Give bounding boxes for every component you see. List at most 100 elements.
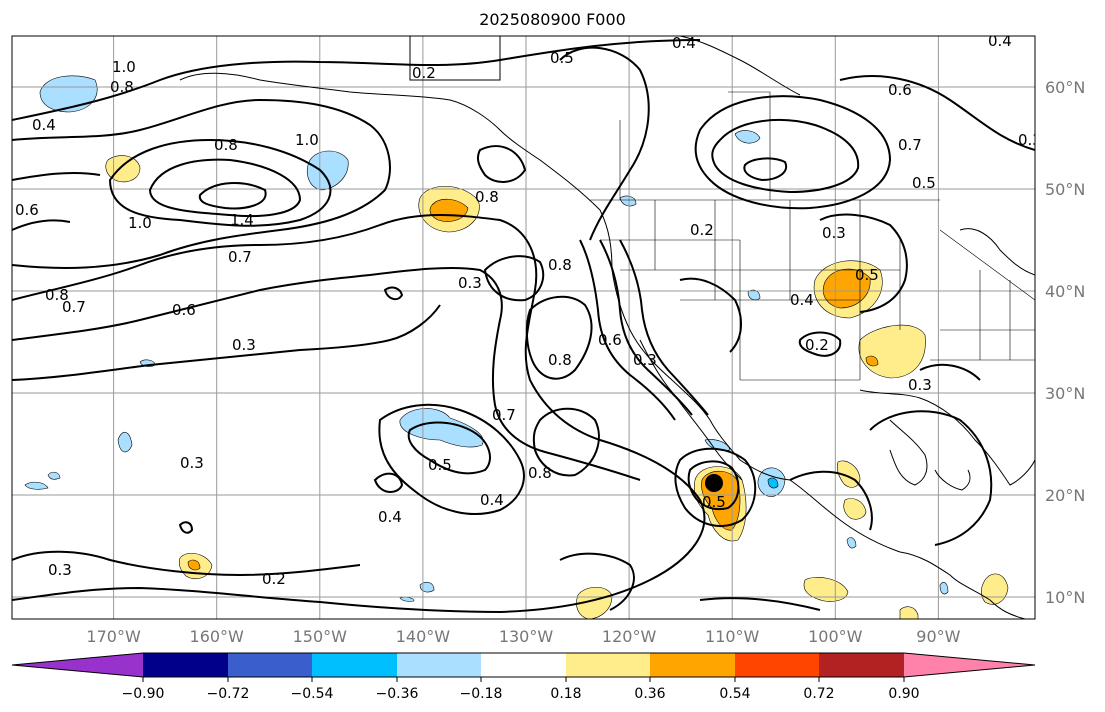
lon-label: 90°W xyxy=(916,627,960,646)
colorbar-tick-label: 0.36 xyxy=(634,686,665,702)
contour-label: 0.3 xyxy=(822,224,846,242)
storm-center-marker xyxy=(705,474,723,492)
contour-label: 0.3 xyxy=(458,274,482,292)
shade-blue xyxy=(734,130,761,144)
contour-label: 1.4 xyxy=(230,211,254,229)
colorbar-segment xyxy=(12,653,143,677)
contour-label: 0.4 xyxy=(672,34,696,52)
colorbar-segment xyxy=(143,653,228,677)
colorbar-segment xyxy=(566,653,650,677)
contour-label: 0.4 xyxy=(480,491,504,509)
colorbar-segment xyxy=(819,653,904,677)
lon-label: 110°W xyxy=(705,627,760,646)
contour-label: 0.6 xyxy=(598,331,622,349)
contour-label: 0.5 xyxy=(855,266,879,284)
colorbar-tick-label: −0.90 xyxy=(122,686,165,702)
lon-label: 130°W xyxy=(499,627,554,646)
contour-label: 0.4 xyxy=(790,291,814,309)
contour-label: 0.4 xyxy=(32,116,56,134)
shade-orange xyxy=(865,355,879,367)
contour-label: 0.6 xyxy=(888,81,912,99)
colorbar-segment xyxy=(650,653,735,677)
contours xyxy=(12,39,1035,614)
colorbar: −0.90 −0.72 −0.54 −0.36 −0.18 0.18 0.36 … xyxy=(11,652,1036,702)
colorbar-tick-label: −0.72 xyxy=(207,686,250,702)
lat-label: 20°N xyxy=(1045,486,1085,505)
contour-label: 0.3 xyxy=(232,336,256,354)
contour-label: 0.7 xyxy=(62,298,86,316)
contour-label: 1.0 xyxy=(128,214,152,232)
colorbar-segment xyxy=(735,653,819,677)
colorbar-segment xyxy=(228,653,312,677)
contour-label: 0.8 xyxy=(214,136,238,154)
colorbar-tick-label: −0.36 xyxy=(376,686,419,702)
contour-label: 0.3 xyxy=(180,454,204,472)
colorbar-tick-label: −0.18 xyxy=(460,686,503,702)
shade-yellow xyxy=(576,586,613,619)
contour-label: 0.6 xyxy=(15,201,39,219)
longitude-labels: 170°W 160°W 150°W 140°W 130°W 120°W 110°… xyxy=(86,627,960,646)
shade-blue xyxy=(117,432,133,453)
contour-label: 0.8 xyxy=(548,256,572,274)
contour-label: 1.0 xyxy=(112,58,136,76)
colorbar-segment xyxy=(397,653,481,677)
contour-label: 0.3 xyxy=(48,561,72,579)
contour-label: 0.2 xyxy=(690,221,714,239)
colorbar-segment xyxy=(481,653,566,677)
shade-blue xyxy=(419,581,435,593)
colorbar-segment xyxy=(312,653,397,677)
contour-label: 0.5 xyxy=(912,174,936,192)
contour-label: 0.3 xyxy=(908,376,932,394)
contour-label: 0.7 xyxy=(898,136,922,154)
contour-label: 0.5 xyxy=(428,456,452,474)
shade-cyan xyxy=(767,477,779,489)
contour-label: 0.7 xyxy=(228,248,252,266)
contour-label: 0.8 xyxy=(110,78,134,96)
coastlines xyxy=(179,36,1035,619)
contour-label: 0.4 xyxy=(988,32,1012,50)
contour-label: 0.2 xyxy=(262,570,286,588)
shade-blue xyxy=(399,408,484,448)
shade-yellow xyxy=(843,498,867,520)
lon-label: 100°W xyxy=(808,627,863,646)
shade-blue xyxy=(747,289,761,301)
lat-label: 60°N xyxy=(1045,78,1085,97)
shade-blue xyxy=(619,195,637,207)
contour-label: 0.8 xyxy=(45,286,69,304)
contour-label: 1.0 xyxy=(295,131,319,149)
contour-label: 0.5 xyxy=(550,49,574,67)
shade-blue xyxy=(939,582,949,595)
contour-label: 0.8 xyxy=(548,351,572,369)
lat-label: 30°N xyxy=(1045,384,1085,403)
lat-label: 50°N xyxy=(1045,180,1085,199)
map-panel: 1.0 0.8 0.4 1.0 0.8 0.6 1.0 1.4 0.7 0.6 … xyxy=(12,32,1042,619)
shade-blue xyxy=(846,537,857,549)
latitude-labels: 60°N 50°N 40°N 30°N 20°N 10°N xyxy=(1045,78,1085,607)
lon-label: 120°W xyxy=(602,627,657,646)
contour-label: 0.3 xyxy=(1018,131,1042,149)
shade-yellow xyxy=(899,606,919,619)
contour-label: 0.7 xyxy=(492,406,516,424)
shade-blue xyxy=(39,75,98,113)
shade-blue xyxy=(24,481,49,490)
contour-label: 0.3 xyxy=(633,351,657,369)
colorbar-tick-label: 0.90 xyxy=(888,686,919,702)
lon-label: 160°W xyxy=(190,627,245,646)
contour-label: 0.4 xyxy=(378,508,402,526)
map-title: 2025080900 F000 xyxy=(479,10,626,29)
colorbar-tick-label: −0.54 xyxy=(291,686,334,702)
lon-label: 170°W xyxy=(86,627,141,646)
contour-label: 0.2 xyxy=(412,64,436,82)
contour-label: 0.8 xyxy=(528,464,552,482)
map-frame xyxy=(11,35,1036,620)
colorbar-tick-label: 0.18 xyxy=(550,686,581,702)
shade-blue xyxy=(704,439,731,451)
colorbar-tick-label: 0.72 xyxy=(803,686,834,702)
lat-label: 10°N xyxy=(1045,588,1085,607)
shade-blue xyxy=(307,150,349,191)
colorbar-segment xyxy=(904,653,1035,677)
contour-label: 0.6 xyxy=(172,301,196,319)
colorbar-tick-label: 0.54 xyxy=(719,686,750,702)
contour-labels: 1.0 0.8 0.4 1.0 0.8 0.6 1.0 1.4 0.7 0.6 … xyxy=(15,32,1042,588)
